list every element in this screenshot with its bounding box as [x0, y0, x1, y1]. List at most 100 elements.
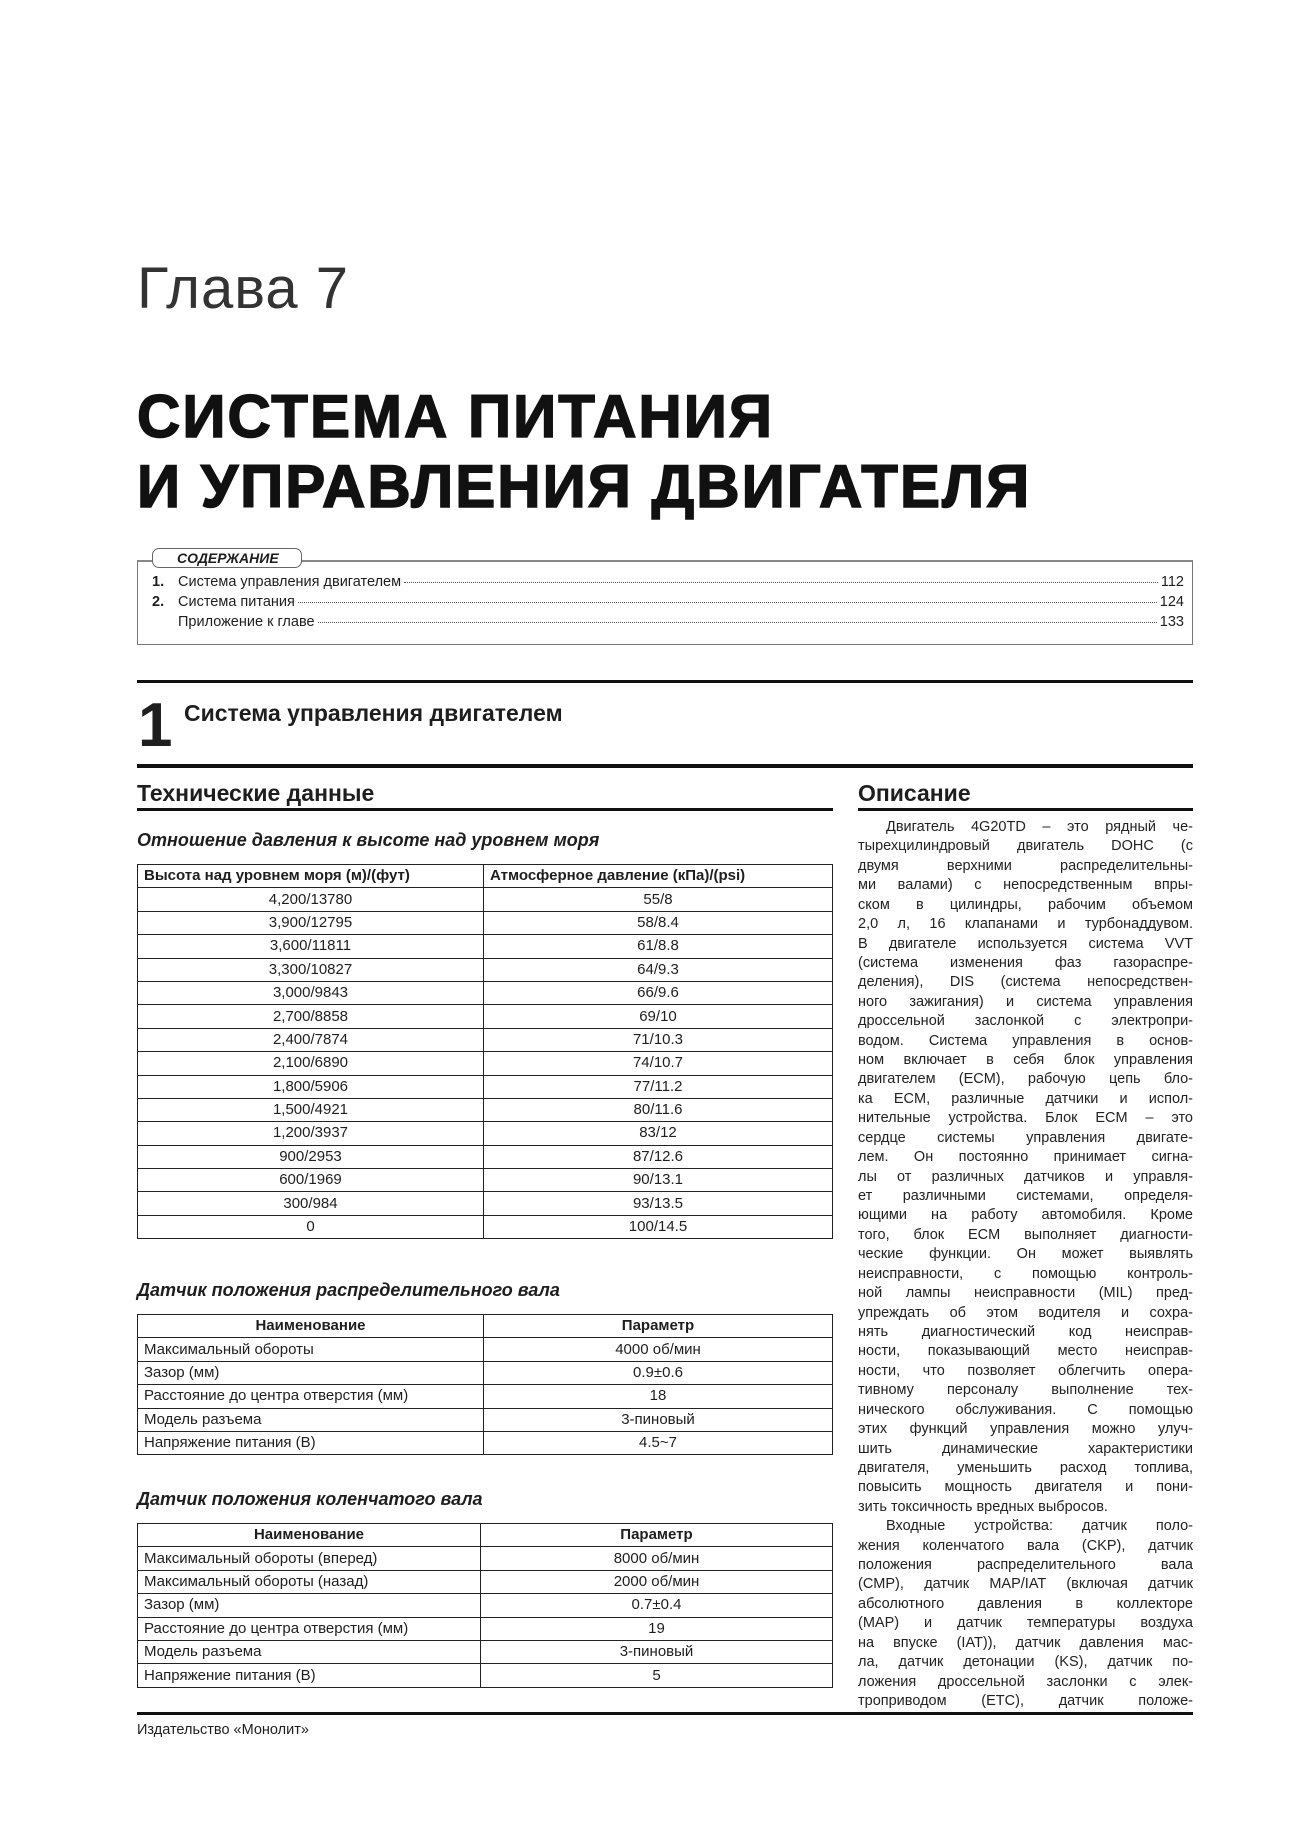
description-line: сердце системы управления двигате- [858, 1129, 1193, 1146]
table-row: Расстояние до центра отверстия (мм) 19 [137, 1616, 833, 1641]
section-number: 1 [138, 691, 173, 760]
description-line: того, блок ECM выполняет диагности- [858, 1226, 1193, 1243]
table-row: 3,300/10827 64/9.3 [137, 957, 833, 982]
description-line: лы от различных датчиков и управля- [858, 1168, 1193, 1185]
description-line: этих функций управления можно улуч- [858, 1421, 1193, 1438]
toc-item-label: Система питания [178, 594, 295, 610]
table-of-contents: СОДЕРЖАНИЕ 1. Система управления двигател… [137, 548, 1193, 645]
description-line: тивному персоналу выполнение тех- [858, 1382, 1193, 1399]
toc-item-page: 133 [1159, 614, 1184, 630]
table-cell: 58/8.4 [483, 910, 833, 936]
toc-item[interactable]: 1. Система управления двигателем 112 [152, 574, 1184, 593]
table-row: Зазор (мм) 0.9±0.6 [137, 1360, 833, 1386]
table-cell: 18 [483, 1384, 833, 1409]
description-line: на впуске (IAT)), датчик давления мас- [858, 1634, 1193, 1651]
table-cell: Расстояние до центра отверстия (мм) [137, 1384, 484, 1409]
table-cell: 80/11.6 [483, 1097, 833, 1123]
table-cell: 19 [480, 1616, 833, 1641]
table-cell: 2,100/6890 [137, 1051, 484, 1076]
toc-leader-dots [297, 602, 1157, 603]
description-line: зить токсичность вредных выбросов. [858, 1498, 1108, 1515]
column-header: Атмосферное давление (кПа)/(psi) [483, 863, 833, 889]
table-row: 1,200/3937 83/12 [137, 1121, 833, 1146]
table-cell: 3-пиновый [483, 1407, 833, 1432]
description-line: жения коленчатого вала (CKP), датчик [858, 1537, 1193, 1554]
table-cell: 2,400/7874 [137, 1027, 484, 1053]
table-cell: Напряжение питания (В) [137, 1663, 481, 1688]
table-row: Зазор (мм) 0.7±0.4 [137, 1593, 833, 1618]
table-cell: 83/12 [483, 1121, 833, 1146]
toc-item[interactable]: Приложение к главе 133 [152, 614, 1184, 633]
column-header: Высота над уровнем моря (м)/(фут) [137, 863, 484, 889]
table-row: 4,200/13780 55/8 [137, 887, 833, 912]
column-header: Параметр [480, 1522, 833, 1548]
description-line: ного зажигания) и система управления [858, 993, 1193, 1010]
table-cell: Максимальный обороты (вперед) [137, 1546, 481, 1571]
toc-leader-dots [317, 622, 1157, 623]
table-cell: 5 [480, 1663, 833, 1688]
table-cell: 8000 об/мин [480, 1546, 833, 1571]
table-cell: Модель разъема [137, 1639, 481, 1665]
table-cell: 74/10.7 [483, 1051, 833, 1076]
table-row: 3,900/12795 58/8.4 [137, 910, 833, 936]
table-cell: 71/10.3 [483, 1027, 833, 1053]
table-cell: 0.9±0.6 [483, 1360, 833, 1386]
description-line: абсолютного давления в коллекторе [858, 1595, 1193, 1612]
table-cell: 0 [137, 1214, 484, 1240]
toc-leader-dots [404, 582, 1158, 583]
table-row: Максимальный обороты (назад) 2000 об/мин [137, 1569, 833, 1595]
table-cell: Напряжение питания (В) [137, 1430, 484, 1456]
description-line: (система изменения фаз газораспре- [858, 954, 1193, 971]
table-header-row: Высота над уровнем моря (м)/(фут) Атмосфе… [137, 863, 833, 889]
table-cell: Зазор (мм) [137, 1360, 484, 1386]
chapter-title-line-2: И УПРАВЛЕНИЯ ДВИГАТЕЛЯ [136, 452, 1032, 521]
description-line: упреждать об этом водителя и сохра- [858, 1304, 1193, 1321]
table-cell: 100/14.5 [483, 1214, 833, 1240]
description-line: ющими на работу автомобиля. Кроме [858, 1207, 1193, 1224]
description-line: нять диагностический код неисправ- [858, 1323, 1193, 1340]
table-cell: Максимальный обороты [137, 1337, 484, 1362]
description-line: ложения дроссельной заслонки с элек- [858, 1673, 1193, 1690]
toc-item-number: 2. [152, 594, 165, 610]
toc-heading: СОДЕРЖАНИЕ [152, 548, 302, 568]
description-line: водом. Система управления в основ- [858, 1032, 1193, 1049]
table-cell: 61/8.8 [483, 934, 833, 959]
description-line: ка ECM, различные датчики и испол- [858, 1090, 1193, 1107]
description-line: Двигатель 4G20TD – это рядный че- [886, 819, 1193, 835]
table-row: 1,800/5906 77/11.2 [137, 1074, 833, 1099]
camshaft-sensor-table: Наименование Параметр Максимальный обороты… [137, 1313, 833, 1456]
toc-item-page: 124 [1159, 594, 1184, 610]
table-cell: 93/13.5 [483, 1191, 833, 1216]
table-row: 3,000/9843 66/9.6 [137, 980, 833, 1006]
table-cell: 3,000/9843 [137, 980, 484, 1006]
tech-data-heading: Технические данные [137, 780, 375, 806]
table-row: 2,400/7874 71/10.3 [137, 1027, 833, 1053]
table1-caption: Отношение давления к высоте над уровнем … [137, 830, 600, 850]
table-cell: 4,200/13780 [137, 887, 484, 912]
table-cell: 900/2953 [137, 1144, 484, 1170]
chapter-label: Глава 7 [137, 256, 350, 321]
description-line: ет различными системами, определя- [858, 1188, 1193, 1205]
description-line: В двигателе используется система VVT [858, 935, 1193, 952]
table-row: 600/1969 90/13.1 [137, 1168, 833, 1193]
description-line: (MAP) и датчик температуры воздуха [858, 1615, 1193, 1632]
table-cell: 1,800/5906 [137, 1074, 484, 1099]
table-cell: 1,200/3937 [137, 1121, 484, 1146]
table-row: 2,100/6890 74/10.7 [137, 1051, 833, 1076]
description-line: шить динамические характеристики [858, 1440, 1193, 1457]
table-row: Напряжение питания (В) 5 [137, 1663, 833, 1688]
description-line: тырехцилиндровый двигатель DOHC (с [858, 838, 1193, 855]
description-line: двигателя, уменьшить расход топлива, [858, 1459, 1193, 1476]
toc-item[interactable]: 2. Система питания 124 [152, 594, 1184, 613]
table-row: 1,500/4921 80/11.6 [137, 1097, 833, 1123]
table-cell: 55/8 [483, 887, 833, 912]
description-rule [858, 808, 1193, 811]
description-line: ми валами) с непосредственным впры- [858, 877, 1193, 894]
table-cell: 87/12.6 [483, 1144, 833, 1170]
table-cell: 3,300/10827 [137, 957, 484, 982]
table-row: 0 100/14.5 [137, 1214, 833, 1240]
table-cell: Максимальный обороты (назад) [137, 1569, 481, 1595]
table-cell: Расстояние до центра отверстия (мм) [137, 1616, 481, 1641]
description-line: ческие функции. Он может выявлять [858, 1246, 1193, 1263]
table-row: 300/984 93/13.5 [137, 1191, 833, 1216]
